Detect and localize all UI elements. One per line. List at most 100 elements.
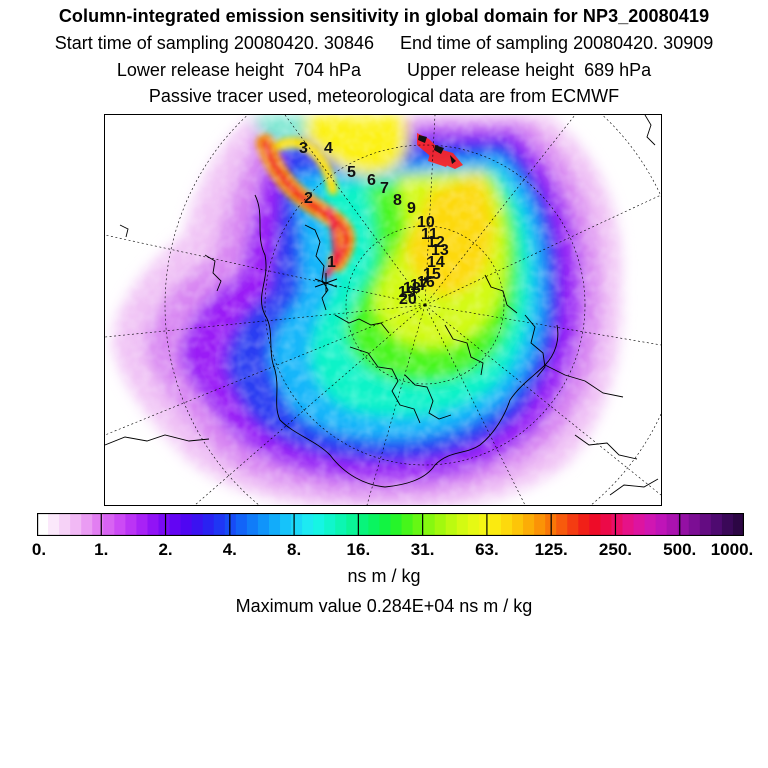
colorbar-swatch: [302, 513, 314, 536]
colorbar-swatch: [478, 513, 491, 536]
colorbar-swatch: [257, 513, 270, 536]
colorbar-swatch: [202, 513, 215, 536]
coastlines: [105, 115, 659, 496]
colorbar-tick-label: 125.: [534, 540, 568, 559]
trajectory-label: 9: [407, 200, 416, 217]
colorbar-swatch: [390, 513, 403, 536]
colorbar-swatch: [169, 513, 182, 536]
colorbar-swatch: [710, 513, 723, 536]
colorbar-swatch: [600, 513, 613, 536]
colorbar-tick-label: 1.: [94, 540, 109, 559]
colorbar-swatch: [589, 513, 601, 536]
colorbar-units: ns m / kg: [347, 566, 421, 586]
colorbar-swatch: [412, 513, 425, 536]
trajectory-label: 19: [398, 284, 416, 301]
colorbar-swatch: [699, 513, 712, 536]
colorbar-swatch: [578, 513, 590, 536]
colorbar-swatch: [246, 513, 259, 536]
colorbar-swatch: [611, 513, 624, 536]
trajectory-label: 16: [417, 274, 435, 291]
colorbar-tick-label: 500.: [663, 540, 697, 559]
trajectory-label: 18: [403, 280, 421, 297]
colorbar-swatch: [567, 513, 579, 536]
trajectory-label: 4: [324, 140, 333, 157]
colorbar-swatch: [191, 513, 204, 536]
colorbar-swatch: [103, 513, 115, 536]
colorbar-swatch: [401, 513, 414, 536]
colorbar-swatch: [125, 513, 138, 536]
colorbar-swatch: [92, 513, 104, 536]
trajectory-label: 6: [367, 172, 376, 189]
colorbar-swatch: [666, 513, 679, 536]
colorbar-tick-label: 0.: [31, 540, 47, 559]
trajectory-label: 17: [410, 277, 428, 294]
colorbar-swatch: [445, 513, 458, 536]
colorbar-swatch: [213, 513, 226, 536]
colorbar-swatch: [434, 513, 447, 536]
colorbar-swatch: [633, 513, 646, 536]
colorbar-swatch: [147, 513, 160, 536]
colorbar-swatch: [467, 513, 480, 536]
colorbar-swatch: [224, 513, 237, 536]
colorbar-ticks: 0. 1. 2. 4. 8. 16. 31. 63. 125. 250. 500. 1000.: [0, 540, 768, 560]
tracer-note: Passive tracer used, meteorological data…: [148, 86, 620, 106]
colorbar-swatch: [268, 513, 281, 536]
colorbar: [37, 513, 744, 536]
trajectory-label: 14: [427, 254, 445, 271]
colorbar-swatch: [423, 513, 436, 536]
trajectory-label: 11: [421, 226, 438, 243]
colorbar-swatch: [280, 513, 292, 536]
colorbar-tick-label: 2.: [158, 540, 173, 559]
colorbar-swatch: [324, 513, 336, 536]
colorbar-swatch: [346, 513, 358, 536]
colorbar-swatch: [114, 513, 126, 536]
colorbar-swatch: [59, 513, 71, 536]
colorbar-swatch: [379, 513, 392, 536]
colorbar-frame: [37, 513, 744, 536]
colorbar-swatch: [291, 513, 303, 536]
upper-release-height: Upper release height 689 hPa: [407, 60, 652, 80]
colorbar-swatch: [456, 513, 469, 536]
colorbar-tick-label: 1000.: [710, 540, 754, 559]
colorbar-swatch: [158, 513, 171, 536]
colorbar-swatch: [37, 513, 49, 536]
colorbar-swatch: [677, 513, 690, 536]
colorbar-tick-label: 250.: [598, 540, 632, 559]
surface-island-outline-cluster: [418, 135, 456, 164]
trajectory-label: 7: [380, 180, 389, 197]
colorbar-tick-label: 8.: [286, 540, 302, 559]
colorbar-swatch: [180, 513, 193, 536]
colorbar-swatch: [500, 513, 513, 536]
colorbar-tick-label: 4.: [222, 540, 237, 559]
colorbar-swatch: [136, 513, 149, 536]
trajectory-label: 13: [431, 242, 449, 259]
colorbar-swatch: [622, 513, 635, 536]
colorbar-swatch: [70, 513, 82, 536]
colorbar-swatch: [534, 513, 546, 536]
colorbar-swatch: [721, 513, 734, 536]
trajectory-label: 1: [327, 254, 336, 271]
colorbar-swatch: [688, 513, 701, 536]
trajectory-label: 3: [299, 140, 308, 157]
trajectory-label: 20: [399, 291, 417, 308]
trajectory-label: 5: [347, 164, 356, 181]
colorbar-swatch: [556, 513, 568, 536]
sampling-time-row: Start time of sampling 20080420. 30846 En…: [0, 33, 768, 54]
colorbar-swatch: [368, 513, 381, 536]
trajectory-label: 8: [393, 192, 402, 209]
sensitivity-field: [105, 115, 661, 505]
colorbar-swatch: [48, 513, 60, 536]
start-time: Start time of sampling 20080420. 30846: [54, 33, 374, 53]
colorbar-swatch: [512, 513, 524, 536]
colorbar-swatch: [235, 513, 248, 536]
trajectory-label: 12: [427, 234, 445, 251]
colorbar-swatch: [81, 513, 93, 536]
graticule: [105, 115, 661, 505]
colorbar-swatch: [489, 513, 502, 536]
maximum-value: Maximum value 0.284E+04 ns m / kg: [235, 596, 533, 616]
colorbar-tick-label: 31.: [410, 540, 435, 559]
colorbar-swatch: [313, 513, 325, 536]
plot-title: Column-integrated emission sensitivity i…: [58, 6, 710, 26]
